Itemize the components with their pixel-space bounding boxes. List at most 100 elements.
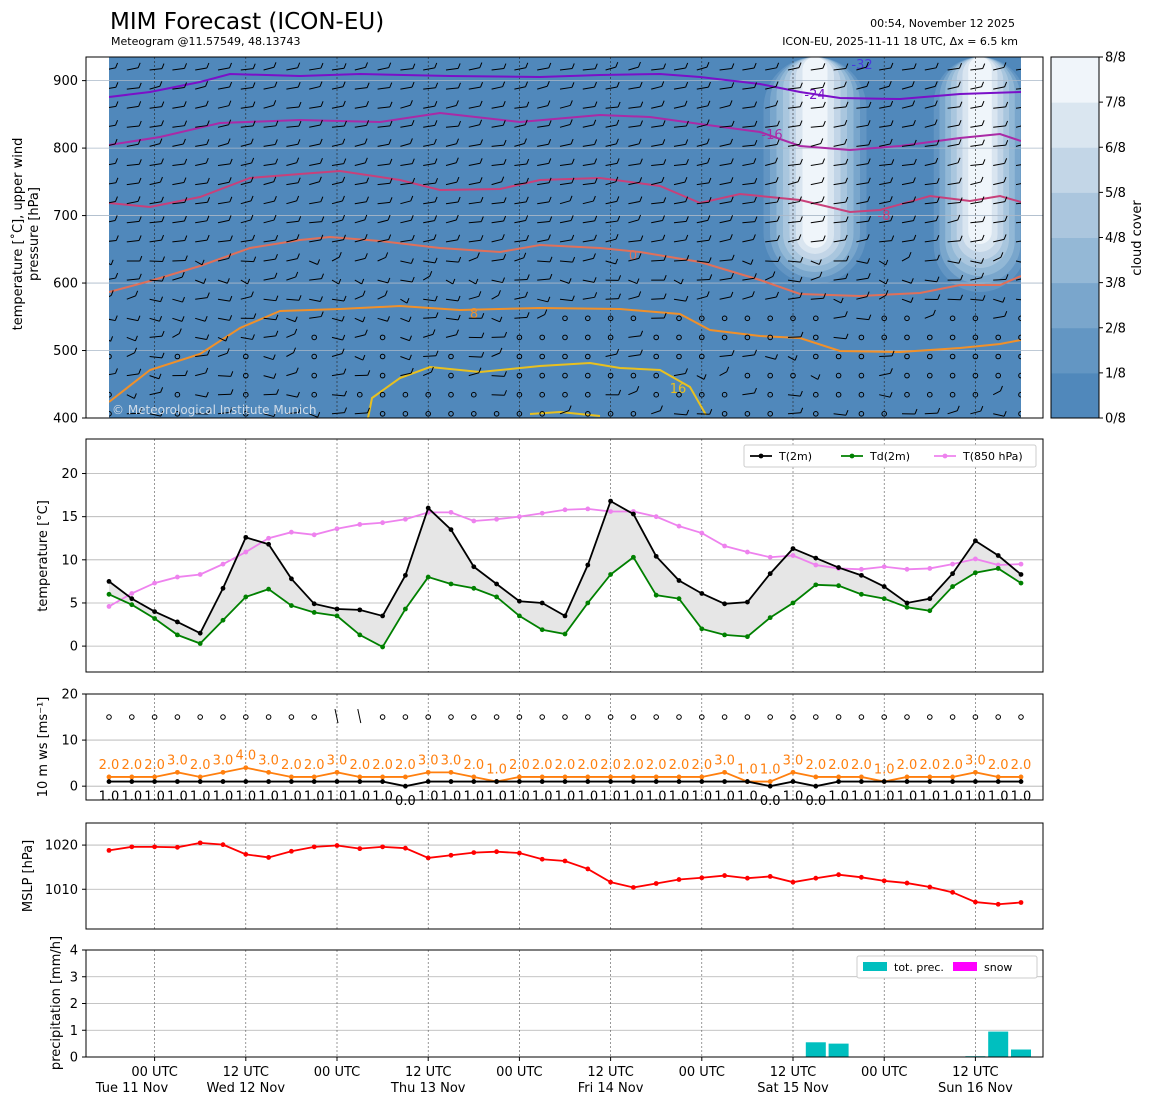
wind-barb xyxy=(491,294,499,300)
wind-barb xyxy=(924,259,938,262)
wind-barb-flag xyxy=(526,235,529,241)
wind-barb-flag xyxy=(845,63,849,69)
colorbar-tick-label: 0/8 xyxy=(1105,412,1126,427)
wind-barb xyxy=(468,124,480,128)
wind-barb-flag xyxy=(162,256,165,262)
wind-barb-flag xyxy=(1026,120,1028,125)
calm-wind-marker xyxy=(699,334,705,341)
wind-barb xyxy=(810,260,820,265)
wind-barb-flag xyxy=(253,256,257,262)
wind-barb-flag xyxy=(252,63,256,69)
wind-barb-flag xyxy=(320,101,324,107)
series-2-point xyxy=(243,549,249,555)
y-tick-label: 2 xyxy=(70,997,78,1012)
colorbar-tick-label: 8/8 xyxy=(1105,51,1126,66)
wind-barb xyxy=(126,317,139,322)
wind-barb-flag xyxy=(845,101,849,108)
wind-barb xyxy=(377,256,386,262)
mslp-point xyxy=(197,840,203,846)
wind-barb xyxy=(240,219,252,224)
windspeed-label: 1.0 xyxy=(600,790,621,805)
wind-barb-flag xyxy=(890,120,894,126)
wind-barb xyxy=(400,317,410,323)
wind-barb-flag xyxy=(273,373,277,379)
wind-barb-flag xyxy=(799,101,803,107)
series-2-point xyxy=(129,591,135,596)
wind-barb xyxy=(559,298,573,302)
isotherm-label: -24 xyxy=(804,88,825,103)
gust-label: 2.0 xyxy=(99,758,120,773)
wind-barb-flag xyxy=(754,349,757,356)
wind-barb xyxy=(787,67,800,71)
wind-barb xyxy=(924,201,938,205)
wind-barb-flag xyxy=(776,215,780,222)
gust-label: 2.0 xyxy=(121,758,142,773)
wind-barb xyxy=(445,279,454,285)
wind-barb-flag xyxy=(297,177,301,183)
wind-barb xyxy=(354,105,367,109)
wind-barb-flag xyxy=(297,62,301,68)
wind-barb-flag xyxy=(616,158,620,164)
wind-barb-flag xyxy=(800,256,804,263)
gust-label: 2.0 xyxy=(623,758,644,773)
wind-barb xyxy=(742,144,755,147)
calm-wind-marker xyxy=(835,714,842,720)
windspeed-label: 1.0 xyxy=(783,790,804,805)
wind-barb xyxy=(559,219,572,224)
wind-barb xyxy=(924,279,938,283)
calm-wind-marker xyxy=(585,315,591,322)
gust-label: 1.0 xyxy=(760,763,781,778)
wind-barb xyxy=(924,105,936,109)
series-0-point xyxy=(836,565,841,570)
wind-barb xyxy=(765,67,777,71)
gust-label: 2.0 xyxy=(372,758,393,773)
isotherm-24 xyxy=(109,72,1021,101)
wind-barb xyxy=(673,143,686,147)
wind-barb xyxy=(172,240,185,243)
wind-barb-flag xyxy=(706,291,710,297)
wind-barb xyxy=(309,86,321,90)
wind-barb-flag xyxy=(434,257,438,264)
wind-barb-flag xyxy=(571,63,575,69)
wind-barb xyxy=(651,298,665,300)
wind-barb xyxy=(628,240,641,243)
wind-barb-flag xyxy=(754,101,758,107)
wind-barb xyxy=(765,125,778,128)
wind-barb-flag xyxy=(342,138,346,144)
wind-barb-flag xyxy=(799,216,803,222)
wind-barb xyxy=(810,143,821,147)
wind-barb-flag xyxy=(571,295,575,301)
wind-barb-flag xyxy=(777,256,781,262)
wind-barb-flag xyxy=(594,139,598,145)
wind-barb-flag xyxy=(161,101,165,107)
wind-barb-flag xyxy=(594,81,597,88)
wind-barb xyxy=(195,239,208,243)
wind-barb xyxy=(286,238,298,243)
wind-barb-flag xyxy=(846,255,850,261)
wind-barb-flag xyxy=(934,119,938,125)
calm-wind-marker xyxy=(630,372,637,379)
wind-barb xyxy=(172,67,185,71)
wind-barb-flag xyxy=(1005,274,1009,280)
wind-barb xyxy=(605,162,618,166)
wind-barb-flag xyxy=(593,119,597,126)
gust-label: 3.0 xyxy=(441,753,462,768)
wind-barb-flag xyxy=(250,138,254,144)
wind-barb-flag xyxy=(772,271,776,277)
precip-bar xyxy=(828,1043,849,1057)
mslp-point xyxy=(950,889,955,895)
calm-wind-marker xyxy=(539,411,546,417)
wind-barb xyxy=(286,276,296,281)
wind-barb-flag xyxy=(1028,101,1030,106)
wind-barb xyxy=(377,317,388,322)
wind-barb-flag xyxy=(817,374,821,380)
wind-barb xyxy=(109,143,116,146)
calm-wind-marker xyxy=(767,411,774,417)
series-1-point xyxy=(881,596,887,602)
wind-barb-flag xyxy=(936,197,940,203)
wind-barb xyxy=(109,294,112,298)
wind-barb-flag xyxy=(252,120,256,127)
windspeed-point xyxy=(471,779,477,784)
windspeed-point xyxy=(1018,779,1024,784)
wind-barb-flag xyxy=(548,177,552,183)
